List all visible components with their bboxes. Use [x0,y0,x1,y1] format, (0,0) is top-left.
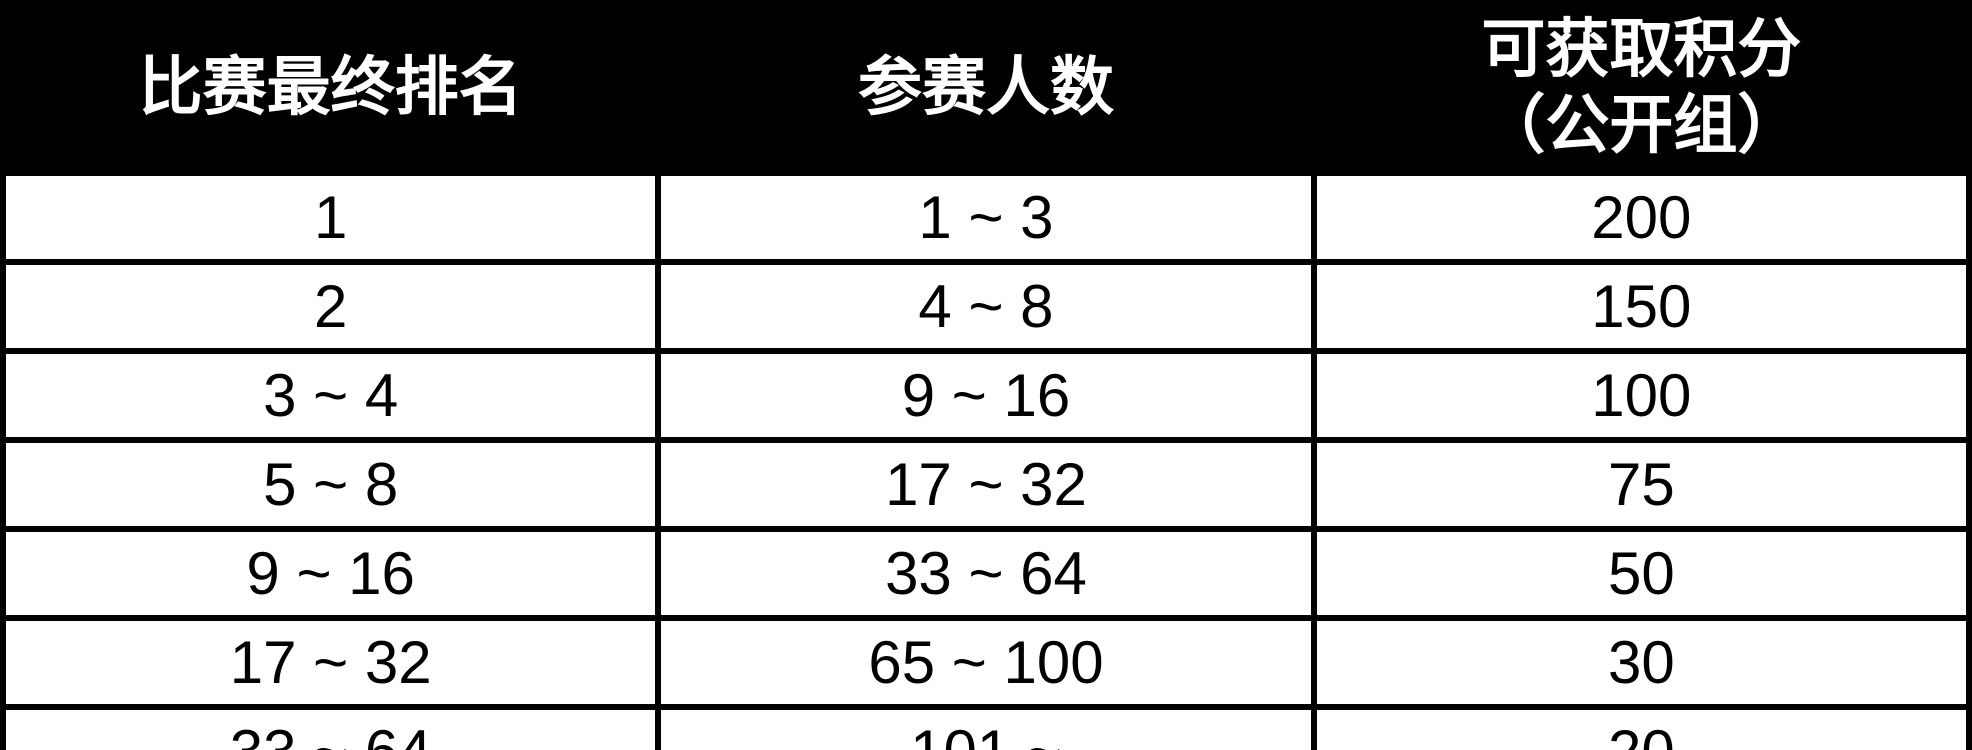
cell-points: 200 [1310,170,1972,265]
cell-participants: 65 ~ 100 [655,615,1317,710]
cell-rank: 33 ~ 64 [0,704,662,750]
cell-participants: 33 ~ 64 [655,526,1317,621]
cell-points: 75 [1310,437,1972,532]
cell-rank: 2 [0,259,662,354]
cell-participants: 17 ~ 32 [655,437,1317,532]
table-row: 1 1 ~ 3 200 [0,170,1972,265]
col-header-points-line2: （公开组） [1481,89,1802,161]
cell-rank: 17 ~ 32 [0,615,662,710]
table-header-row: 比赛最终排名 参赛人数 可获取积分 （公开组） [0,0,1972,176]
col-header-participants-label: 参赛人数 [857,51,1114,124]
cell-points: 30 [1310,615,1972,710]
cell-rank: 5 ~ 8 [0,437,662,532]
table-row: 9 ~ 16 33 ~ 64 50 [0,526,1972,621]
col-header-final-rank: 比赛最终排名 [0,0,662,176]
cell-rank: 3 ~ 4 [0,348,662,443]
cell-points: 20 [1310,704,1972,750]
cell-points: 100 [1310,348,1972,443]
table-row: 2 4 ~ 8 150 [0,259,1972,354]
cell-points: 150 [1310,259,1972,354]
cell-participants: 9 ~ 16 [655,348,1317,443]
cell-participants: 4 ~ 8 [655,259,1317,354]
cell-points: 50 [1310,526,1972,621]
cell-rank: 1 [0,170,662,265]
table-row: 33 ~ 64 101 ~ 20 [0,704,1972,750]
table-row: 5 ~ 8 17 ~ 32 75 [0,437,1972,532]
col-header-points-line1: 可获取积分 [1481,13,1802,86]
col-header-final-rank-label: 比赛最终排名 [138,51,523,124]
table-row: 3 ~ 4 9 ~ 16 100 [0,348,1972,443]
col-header-participants: 参赛人数 [655,0,1317,176]
table-row: 17 ~ 32 65 ~ 100 30 [0,615,1972,710]
cell-participants: 1 ~ 3 [655,170,1317,265]
cell-rank: 9 ~ 16 [0,526,662,621]
col-header-points: 可获取积分 （公开组） [1310,0,1972,176]
cell-participants: 101 ~ [655,704,1317,750]
